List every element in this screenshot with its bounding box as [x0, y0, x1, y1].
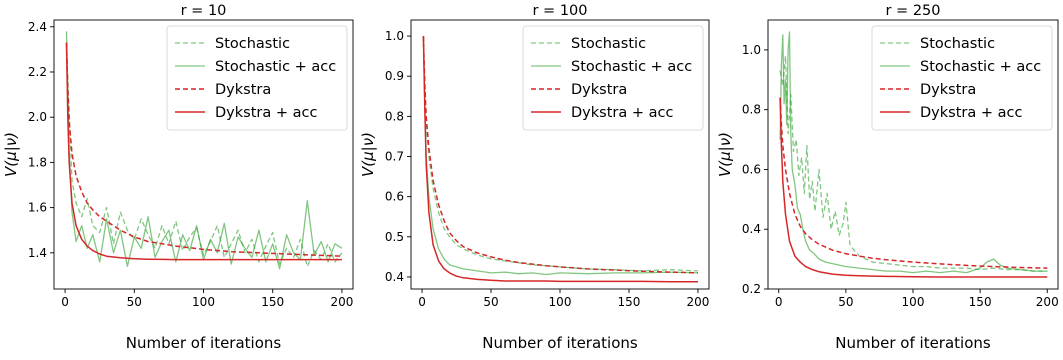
legend-box — [871, 25, 1053, 131]
series-line-2 — [779, 31, 1048, 274]
x-tick-label: 200 — [687, 295, 710, 309]
legend-label: Stochastic + acc — [920, 59, 1041, 75]
y-axis-label: V(μ|ν) — [716, 132, 734, 177]
y-tick-label: 0.5 — [385, 230, 404, 244]
legend-label: Stochastic + acc — [571, 59, 692, 75]
series-line-4 — [65, 42, 342, 261]
x-tick-label: 0 — [775, 295, 783, 309]
legend-box — [166, 25, 348, 131]
series-line-3 — [65, 42, 342, 257]
y-tick-label: 0.6 — [385, 190, 404, 204]
x-tick-label: 100 — [192, 295, 215, 309]
y-tick-label: 2.0 — [28, 110, 47, 124]
chart-panel-1: 0 50 100 150 200 1.4 1.6 1.8 2.0 2.2 2.4 r = 10 Numb… — [2, 3, 354, 352]
legend: Stochastic Stochastic + acc Dykstra Dykstra… — [522, 25, 704, 131]
x-tick-label: 0 — [61, 295, 69, 309]
legend-label: Dykstra — [571, 82, 627, 98]
chart-title: r = 100 — [532, 3, 587, 19]
y-tick-label: 1.0 — [385, 29, 404, 43]
x-tick-label: 50 — [127, 295, 142, 309]
y-tick-label: 1.6 — [28, 201, 47, 215]
y-tick-label: 0.6 — [742, 162, 761, 176]
legend-box — [522, 25, 704, 131]
series-group — [65, 31, 343, 270]
y-axis-label: V(μ|ν) — [2, 132, 20, 177]
chart-title: r = 10 — [181, 3, 227, 19]
x-axis-label: Number of iterations — [126, 334, 282, 352]
y-tick-label: 2.4 — [28, 20, 47, 34]
series-line-1 — [779, 55, 1048, 272]
series-line-2 — [422, 36, 699, 276]
y-tick-label: 0.4 — [385, 270, 404, 284]
x-axis-label: Number of iterations — [835, 334, 991, 352]
x-tick-label: 0 — [418, 295, 426, 309]
x-axis-label: Number of iterations — [482, 334, 638, 352]
y-tick-label: 0.4 — [742, 222, 761, 236]
legend-label: Stochastic + acc — [215, 59, 336, 75]
series-line-4 — [779, 97, 1048, 278]
legend-label: Stochastic — [571, 36, 646, 52]
x-tick-label: 200 — [330, 295, 353, 309]
chart-panel-3: 0 50 100 150 200 0.2 0.4 0.6 0.8 1.0 r = 250 Number… — [716, 3, 1059, 352]
legend-label: Dykstra + acc — [920, 105, 1022, 121]
legend-label: Stochastic — [920, 36, 995, 52]
y-tick-label: 0.2 — [742, 282, 761, 296]
series-group — [422, 36, 699, 283]
y-tick-label: 1.8 — [28, 155, 47, 169]
x-tick-label: 50 — [838, 295, 853, 309]
legend-label: Dykstra + acc — [571, 105, 673, 121]
chart-panel-2: 0 50 100 150 200 0.4 0.5 0.6 0.7 0.8 0.9 1.0 r = 100… — [359, 3, 710, 352]
x-tick-label: 100 — [902, 295, 925, 309]
legend: Stochastic Stochastic + acc Dykstra Dykstra… — [166, 25, 348, 131]
series-line-3 — [422, 36, 699, 274]
legend-label: Dykstra — [920, 82, 976, 98]
series-line-2 — [65, 31, 343, 270]
y-tick-label: 0.7 — [385, 150, 404, 164]
legend-label: Dykstra — [215, 82, 271, 98]
y-tick-label: 1.0 — [742, 43, 761, 57]
y-tick-label: 0.9 — [385, 69, 404, 83]
x-tick-label: 50 — [483, 295, 498, 309]
x-tick-label: 200 — [1036, 295, 1059, 309]
series-line-3 — [779, 97, 1048, 269]
x-tick-label: 150 — [618, 295, 641, 309]
legend: Stochastic Stochastic + acc Dykstra Dykstra… — [871, 25, 1053, 131]
x-tick-label: 150 — [969, 295, 992, 309]
series-line-4 — [422, 36, 698, 283]
chart-title: r = 250 — [885, 3, 940, 19]
y-tick-label: 2.2 — [28, 65, 47, 79]
y-tick-label: 0.8 — [385, 109, 404, 123]
y-axis-label: V(μ|ν) — [359, 132, 377, 177]
legend-label: Stochastic — [215, 36, 290, 52]
x-tick-label: 100 — [549, 295, 572, 309]
y-tick-label: 0.8 — [742, 103, 761, 117]
y-tick-label: 1.4 — [28, 246, 47, 260]
legend-label: Dykstra + acc — [215, 105, 317, 121]
x-tick-label: 150 — [261, 295, 284, 309]
series-group — [779, 31, 1048, 278]
